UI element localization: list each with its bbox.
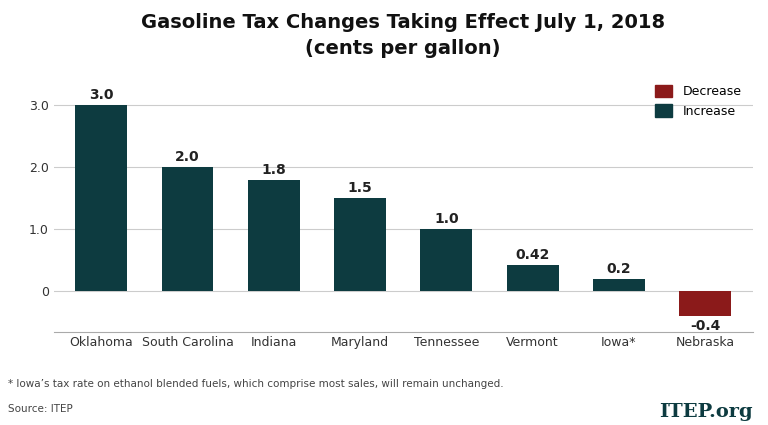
Text: ITEP.org: ITEP.org — [659, 403, 753, 421]
Bar — [75, 105, 127, 291]
Text: 1.8: 1.8 — [261, 162, 286, 176]
Text: -0.4: -0.4 — [690, 319, 720, 333]
Bar — [248, 180, 300, 291]
Text: 1.0: 1.0 — [434, 212, 458, 226]
Text: * Iowa’s tax rate on ethanol blended fuels, which comprise most sales, will rema: * Iowa’s tax rate on ethanol blended fue… — [8, 379, 503, 389]
Bar — [334, 198, 386, 291]
Bar — [420, 229, 472, 291]
Legend: Decrease, Increase: Decrease, Increase — [650, 79, 746, 123]
Text: 1.5: 1.5 — [348, 181, 372, 195]
Text: 0.2: 0.2 — [607, 262, 631, 276]
Text: 2.0: 2.0 — [175, 150, 200, 164]
Bar — [680, 291, 731, 316]
Text: 0.42: 0.42 — [515, 248, 550, 262]
Text: 3.0: 3.0 — [89, 88, 114, 102]
Text: Source: ITEP: Source: ITEP — [8, 404, 72, 414]
Title: Gasoline Tax Changes Taking Effect July 1, 2018
(cents per gallon): Gasoline Tax Changes Taking Effect July … — [141, 13, 665, 58]
Bar — [161, 167, 214, 291]
Bar — [593, 279, 645, 291]
Bar — [507, 265, 558, 291]
